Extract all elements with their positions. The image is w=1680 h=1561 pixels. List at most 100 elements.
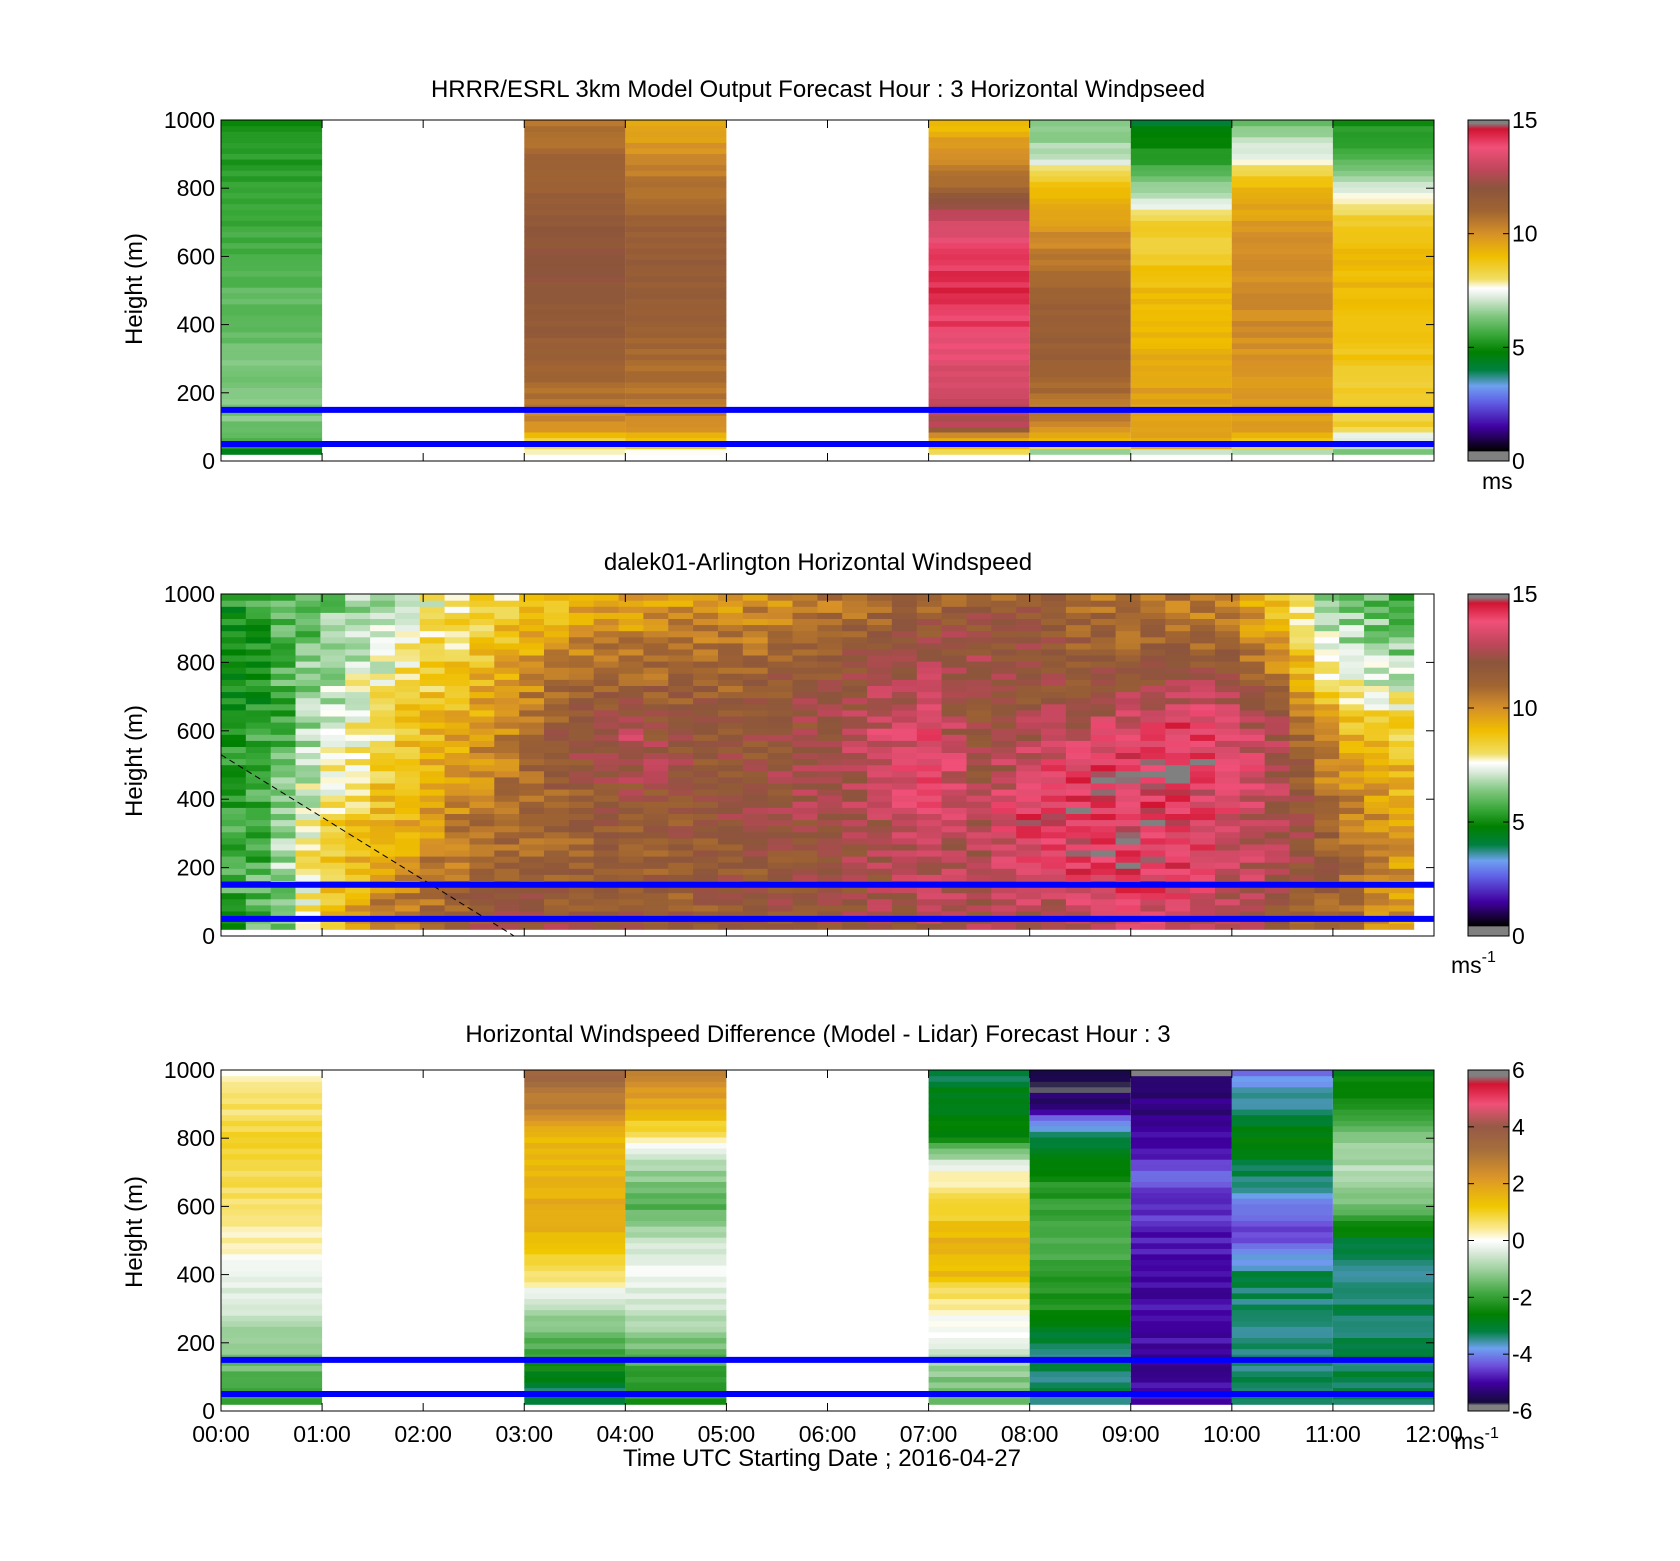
heatmap-cell: [221, 898, 247, 906]
heatmap-cell: [928, 136, 1030, 143]
heatmap-cell: [618, 898, 644, 906]
heatmap-cell: [643, 600, 669, 607]
heatmap-cell: [618, 679, 644, 686]
heatmap-cell: [1339, 734, 1365, 741]
heatmap-cell: [742, 594, 769, 601]
heatmap-cell: [625, 1231, 727, 1238]
heatmap-cell: [1239, 709, 1266, 717]
heatmap-cell: [742, 636, 769, 644]
heatmap-cell: [1016, 685, 1042, 693]
heatmap-cell: [1029, 1086, 1131, 1093]
heatmap-cell: [270, 618, 296, 626]
colorbar-tick-label: 15: [1512, 581, 1538, 607]
heatmap-cell: [394, 849, 421, 857]
heatmap-cell: [1332, 142, 1434, 149]
heatmap-cell: [1339, 776, 1365, 784]
heatmap-cell: [991, 624, 1017, 632]
heatmap-cell: [1332, 1164, 1434, 1171]
heatmap-cell: [524, 153, 626, 160]
heatmap-cell: [419, 606, 446, 613]
heatmap-cell: [1339, 594, 1365, 601]
heatmap-cell: [524, 387, 626, 394]
heatmap-cell: [842, 819, 868, 827]
heatmap-cell: [345, 886, 371, 894]
heatmap-cell: [524, 1142, 626, 1149]
heatmap-cell: [494, 734, 520, 741]
heatmap-cell: [469, 648, 495, 656]
heatmap-cell: [544, 673, 570, 680]
heatmap-cell: [1332, 192, 1434, 199]
heatmap-cell: [1231, 314, 1333, 322]
heatmap-cell: [419, 624, 446, 632]
heatmap-cell: [1065, 654, 1092, 662]
heatmap-cell: [1140, 661, 1166, 668]
heatmap-cell: [1364, 910, 1390, 918]
heatmap-cell: [524, 1086, 626, 1093]
heatmap-cell: [718, 825, 744, 833]
heatmap-cell: [1190, 825, 1216, 833]
heatmap-cell: [245, 648, 272, 656]
heatmap-cell: [494, 813, 520, 821]
heatmap-cell: [618, 685, 644, 693]
colorbar-tick-label: -6: [1512, 1398, 1532, 1424]
heatmap-cell: [792, 697, 818, 705]
heatmap-cell: [1190, 849, 1216, 857]
heatmap-cell: [1130, 175, 1232, 182]
heatmap-cell: [792, 782, 818, 790]
heatmap-cell: [718, 740, 744, 747]
x-tick-label: 05:00: [698, 1421, 756, 1447]
heatmap-cell: [1041, 612, 1067, 619]
heatmap-cell: [941, 782, 967, 790]
heatmap-cell: [345, 752, 371, 760]
heatmap-cell: [524, 1287, 626, 1294]
heatmap-cell: [1041, 874, 1067, 881]
heatmap-cell: [1339, 600, 1365, 607]
heatmap-cell: [842, 892, 868, 900]
heatmap-cell: [1264, 868, 1290, 875]
heatmap-cell: [625, 337, 727, 344]
heatmap-cell: [1115, 600, 1141, 607]
heatmap-cell: [394, 691, 421, 699]
heatmap-cell: [718, 722, 744, 729]
heatmap-cell: [270, 776, 296, 784]
heatmap-cell: [891, 746, 918, 753]
heatmap-cell: [966, 758, 992, 766]
heatmap-cell: [568, 642, 595, 650]
heatmap-cells: [221, 1070, 1434, 1405]
data-column: [1231, 120, 1333, 455]
heatmap-cell: [221, 1214, 323, 1221]
heatmap-cell: [625, 1120, 727, 1127]
heatmap-cell: [1029, 309, 1131, 316]
heatmap-cell: [1029, 225, 1131, 232]
heatmap-cell: [643, 709, 669, 717]
heatmap-cell: [1029, 1181, 1131, 1188]
heatmap-cell: [320, 910, 346, 918]
heatmap-cell: [270, 758, 296, 766]
heatmap-cell: [928, 1214, 1030, 1221]
y-tick-label: 200: [177, 1330, 215, 1356]
heatmap-cell: [494, 849, 520, 857]
heatmap-cell: [991, 673, 1017, 680]
heatmap-cell: [643, 606, 669, 613]
heatmap-cell: [618, 825, 644, 833]
heatmap-cell: [991, 776, 1017, 784]
heatmap-cell: [221, 237, 323, 244]
heatmap-cell: [928, 264, 1030, 271]
heatmap-cell: [1339, 770, 1365, 778]
heatmap-cell: [494, 746, 520, 753]
heatmap-cell: [867, 673, 893, 680]
heatmap-cell: [593, 843, 619, 851]
heatmap-cell: [469, 813, 495, 821]
heatmap-cell: [867, 630, 893, 638]
heatmap-cell: [928, 353, 1030, 361]
heatmap-cell: [1231, 203, 1333, 210]
heatmap-cell: [1065, 661, 1092, 668]
heatmap-cell: [270, 648, 296, 656]
heatmap-cell: [1130, 298, 1232, 305]
heatmap-cell: [1264, 728, 1290, 735]
heatmap-cell: [1165, 782, 1191, 790]
heatmap-cell: [618, 910, 644, 918]
heatmap-cell: [370, 910, 396, 918]
heatmap-cell: [767, 594, 793, 601]
